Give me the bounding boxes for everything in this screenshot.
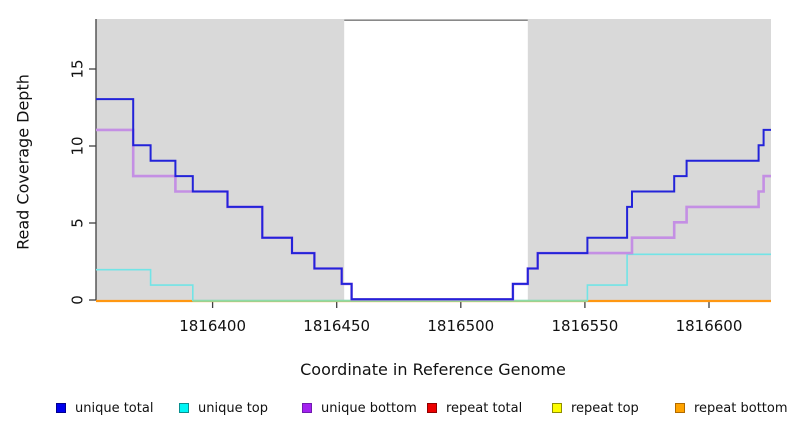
y-axis-title: Read Coverage Depth [13, 74, 33, 250]
legend-item-unique-bottom: unique bottom [302, 399, 417, 417]
legend-item-repeat-bottom: repeat bottom [675, 399, 788, 417]
legend-label: repeat total [446, 400, 523, 416]
legend-swatch-unique-bottom [302, 403, 312, 413]
legend-label: unique bottom [321, 400, 417, 416]
x-tick-label: 1816500 [427, 317, 494, 335]
legend-item-unique-top: unique top [179, 399, 268, 417]
y-tick-label: 5 [69, 218, 87, 228]
legend-swatch-unique-total [56, 403, 66, 413]
x-tick-label: 1816550 [551, 317, 618, 335]
y-tick-label: 10 [69, 136, 87, 155]
y-tick-label: 15 [69, 59, 87, 78]
legend-swatch-unique-top [179, 403, 189, 413]
y-tick-label: 0 [69, 295, 87, 305]
legend-label: repeat top [571, 400, 639, 416]
shaded-region [527, 19, 771, 300]
series-unique-total-line [96, 98, 771, 301]
legend-label: unique top [198, 400, 269, 416]
x-tick-label: 1816400 [179, 317, 246, 335]
legend-item-repeat-top: repeat top [552, 399, 639, 417]
x-axis-title: Coordinate in Reference Genome [300, 360, 566, 379]
x-tick-label: 1816450 [303, 317, 370, 335]
legend-item-repeat-total: repeat total [427, 399, 522, 417]
legend-swatch-repeat-top [552, 403, 562, 413]
x-tick-label: 1816600 [676, 317, 743, 335]
legend-item-unique-total: unique total [56, 399, 153, 417]
legend-label: unique total [75, 400, 154, 416]
legend-label: repeat bottom [694, 400, 788, 416]
legend-swatch-repeat-total [427, 403, 437, 413]
legend-swatch-repeat-bottom [675, 403, 685, 413]
